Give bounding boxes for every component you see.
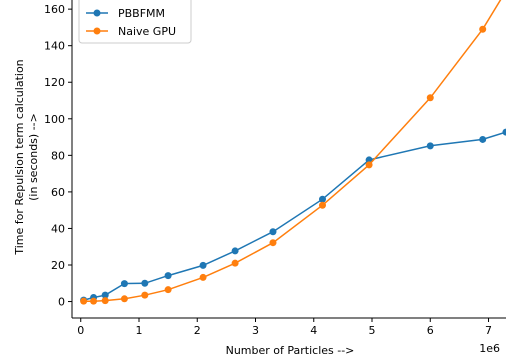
x-axis-group: 0 1 2 3 4 5 6 7 (77, 318, 492, 337)
legend-marker-pbbfmm (93, 9, 101, 17)
data-point-pbbfmm (269, 228, 277, 236)
x-axis-label: Number of Particles --> (226, 344, 355, 357)
data-point-naive-gpu (90, 297, 98, 305)
data-point-pbbfmm (502, 128, 506, 136)
data-point-naive-gpu (269, 239, 277, 247)
y-axis-label-line2: (in seconds) --> (27, 113, 40, 201)
x-tick-label: 1 (135, 324, 142, 337)
data-point-pbbfmm (365, 156, 373, 164)
y-tick-label: 140 (44, 40, 65, 53)
series-line-pbbfmm (83, 131, 506, 301)
x-tick-label: 5 (369, 324, 376, 337)
y-tick-label: 160 (44, 3, 65, 16)
legend-frame (78, 0, 192, 44)
legend-label-naive-gpu: Naive GPU (118, 25, 176, 38)
data-point-pbbfmm (164, 272, 172, 280)
x-tick-label: 4 (310, 324, 317, 337)
data-point-pbbfmm (199, 261, 207, 269)
y-tick-label: 100 (44, 113, 65, 126)
y-axis-group: 0 20 40 60 80 100 120 140 160 (44, 3, 72, 309)
y-tick-label: 20 (51, 259, 65, 272)
x-tick-label: 3 (252, 324, 259, 337)
y-tick-label: 60 (51, 186, 65, 199)
data-point-pbbfmm (479, 135, 487, 143)
axes-frame (71, 0, 506, 319)
x-tick-label: 7 (485, 324, 492, 337)
data-point-naive-gpu (101, 297, 109, 305)
x-tick-label: 2 (194, 324, 201, 337)
data-point-naive-gpu (479, 25, 487, 33)
y-tick-label: 80 (51, 149, 65, 162)
data-point-naive-gpu (164, 286, 172, 294)
x-tick-label: 6 (427, 324, 434, 337)
y-tick-label: 40 (51, 222, 65, 235)
data-point-naive-gpu (318, 201, 326, 209)
data-point-pbbfmm (141, 279, 149, 287)
data-point-pbbfmm (101, 291, 109, 299)
legend-label-pbbfmm: PBBFMM (118, 7, 165, 20)
data-point-naive-gpu (141, 291, 149, 299)
y-tick-label: 0 (58, 296, 65, 309)
x-offset-label: 1e6 (479, 342, 500, 355)
x-tick-label: 0 (77, 324, 84, 337)
data-point-naive-gpu (80, 297, 88, 305)
data-point-naive-gpu (426, 94, 434, 102)
data-point-naive-gpu (120, 295, 128, 303)
y-tick-label: 120 (44, 76, 65, 89)
legend-marker-naive-gpu (93, 27, 101, 35)
data-point-pbbfmm (318, 195, 326, 203)
data-point-naive-gpu (199, 273, 207, 281)
data-point-pbbfmm (231, 247, 239, 255)
series-line-naive-gpu (83, 0, 502, 302)
legend: PBBFMM Naive GPU (78, 0, 192, 44)
series-group (80, 0, 506, 305)
data-point-pbbfmm (426, 142, 434, 150)
y-axis-label-line1: Time for Repulsion term calculation (13, 59, 26, 255)
data-point-naive-gpu (365, 161, 373, 169)
data-point-naive-gpu (231, 259, 239, 267)
data-point-pbbfmm (120, 280, 128, 288)
